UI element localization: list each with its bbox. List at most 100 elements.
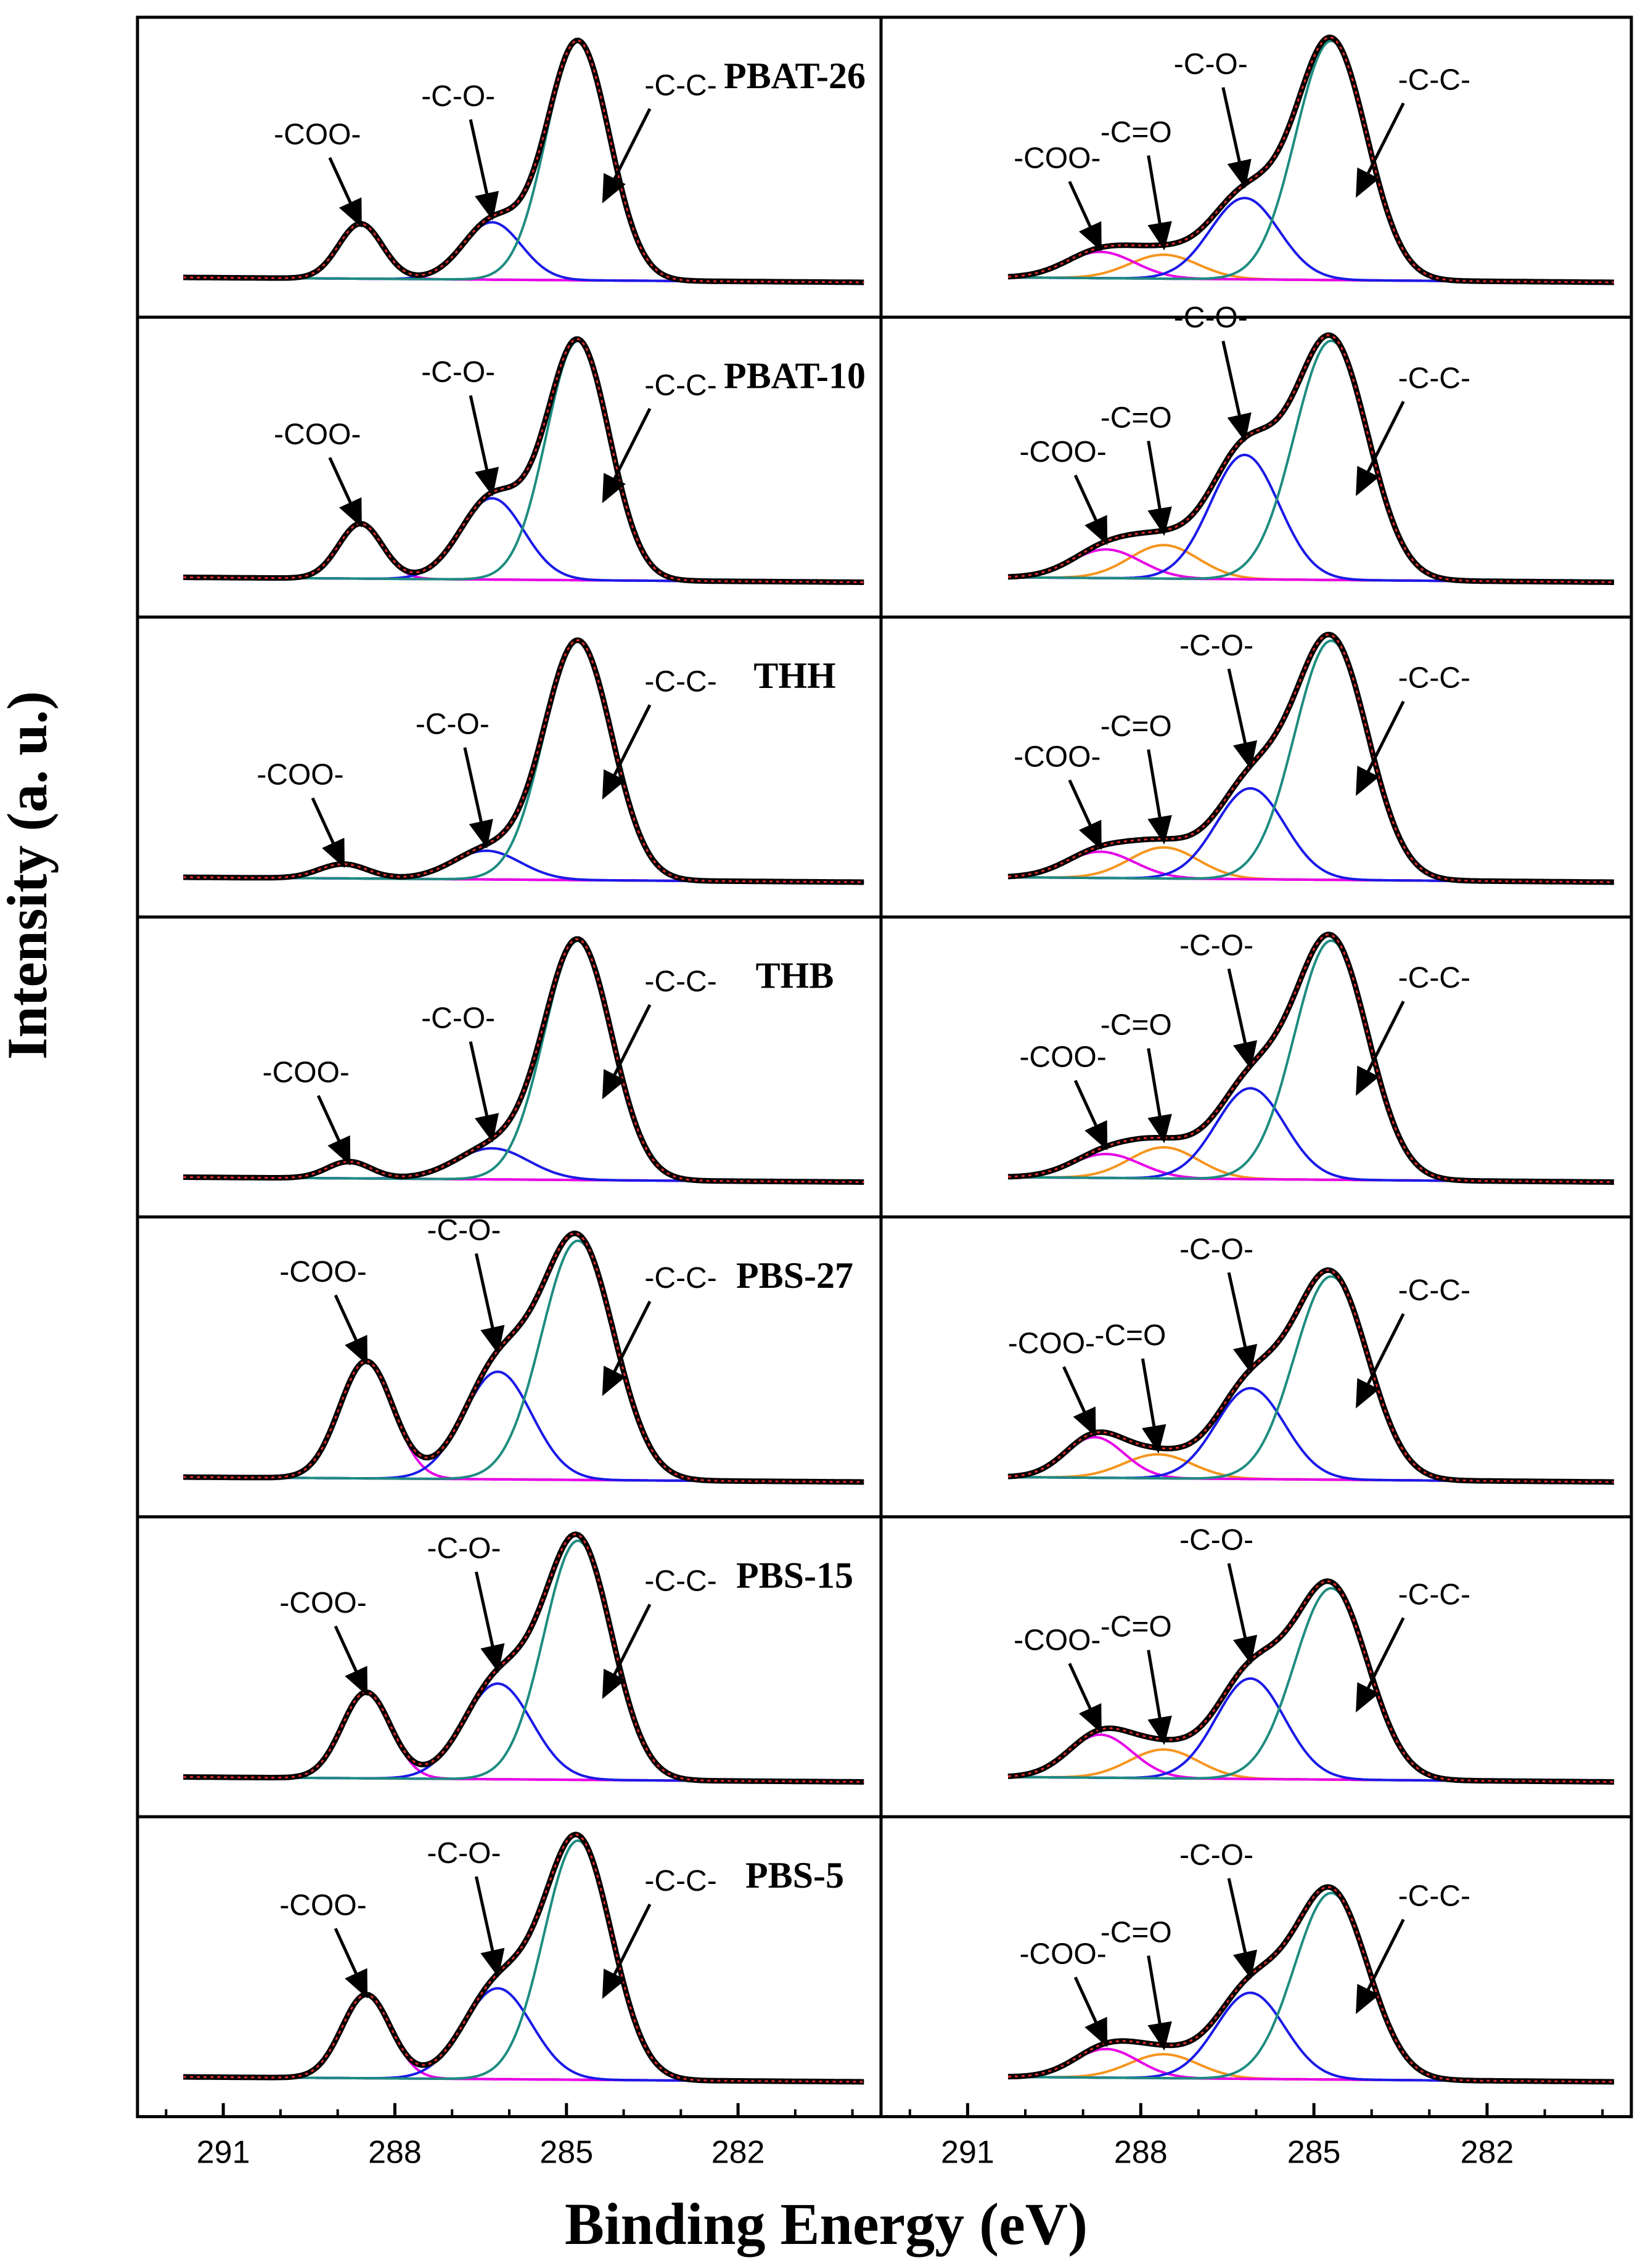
peak-c-c-line: [1008, 1587, 1614, 1783]
spectrum-pbs-27-right: [1007, 1267, 1615, 1485]
peak-c-o-line: [183, 221, 864, 284]
peak-label-c-c: -C-C-: [1398, 1578, 1470, 1611]
peak-label-c-o: -C=O: [1101, 1611, 1172, 1644]
peak-label-coo: -COO-: [1019, 1041, 1106, 1074]
spectrum-thh-left: [183, 637, 864, 885]
peak-c-o-line: [183, 1682, 864, 1783]
peak-label-c-o: -C-O-: [427, 1214, 501, 1247]
peak-label-c-o: -C-O-: [1179, 629, 1253, 662]
envelope-fit-line: [183, 639, 864, 883]
annotation-arrow: [602, 1603, 652, 1699]
annotation-arrow: [1068, 779, 1102, 850]
peak-label-c-c: -C-C-: [1398, 962, 1470, 994]
panel-labels: PBAT-26-COO--C-O- -C-C--COO--C=O-C-O- -C-C…: [256, 48, 1470, 2051]
annotation-arrow: [469, 119, 499, 221]
peak-c-o-line: [1008, 787, 1614, 883]
annotation-arrow: [475, 1253, 505, 1355]
annotation-arrow: [602, 1004, 652, 1100]
spectrum-pbat-10-right: [1007, 332, 1615, 585]
peak-label-c-o: -C-O-: [1174, 48, 1248, 81]
spectrum-pbat-26-left: [183, 38, 864, 285]
peak-label-coo: -COO-: [279, 1587, 366, 1619]
peak-label-c-o: -C=O: [1101, 1009, 1172, 1042]
peak-label-coo: -COO-: [1014, 142, 1101, 175]
peak-label-c-o: -C=O: [1101, 1916, 1172, 1949]
peak-label-coo: -COO-: [1008, 1327, 1095, 1360]
peak-label-c-o: -C-O-: [1179, 1839, 1253, 1872]
x-tick-label: 288: [368, 2135, 422, 2171]
peak-coo-line: [183, 1359, 864, 1483]
peak-label-c-c: -C-C-: [1398, 1274, 1470, 1307]
peak-label-coo: -COO-: [274, 418, 361, 451]
x-tick-label: 282: [711, 2135, 765, 2171]
spectrum-pbat-26-right: [1007, 35, 1615, 285]
peak-label-c-o: -C-O-: [416, 708, 490, 741]
peak-label-coo: -COO-: [1014, 1624, 1101, 1656]
annotation-arrow: [1073, 1079, 1108, 1151]
x-tick-label: 288: [1114, 2135, 1168, 2171]
annotation-arrow: [1147, 155, 1172, 251]
annotation-arrow: [328, 157, 363, 228]
spectrum-thh-right: [1007, 631, 1615, 885]
annotation-arrow: [1147, 1955, 1172, 2051]
annotation-arrow: [602, 108, 652, 203]
spectrum-pbs-15-left: [183, 1531, 864, 1785]
peak-label-c-o: -C=O: [1101, 401, 1172, 434]
experimental-line: [1007, 1884, 1615, 2085]
annotation-arrow: [1068, 1663, 1102, 1734]
annotation-arrow: [475, 1876, 505, 1978]
peak-label-c-c: -C-C-: [644, 1565, 716, 1597]
annotation-arrow: [1356, 1001, 1405, 1096]
envelope-fit-line: [1007, 1580, 1614, 1783]
x-axis-ticks: 291 288 285 282 291 288 285 282: [165, 2103, 1604, 2171]
peak-label-c-o: -C=O: [1101, 116, 1172, 149]
annotation-arrow: [311, 797, 345, 869]
peak-c-o-line: [1008, 1386, 1614, 1483]
peak-label-c-o: -C-O-: [427, 1837, 501, 1870]
spectrum-pbs-27-left: [183, 1230, 864, 1485]
peak-label-c-o: -C-O-: [421, 80, 495, 113]
annotation-arrow: [1227, 968, 1258, 1070]
peak-label-c-o: -C-O-: [421, 1002, 495, 1035]
annotation-arrow: [1227, 1878, 1258, 1979]
annotation-arrow: [1356, 1918, 1405, 2015]
sample-label: THH: [753, 655, 835, 696]
spectrum-pbs-5-left: [183, 1832, 864, 2085]
peak-label-c-c: -C-C-: [644, 665, 716, 698]
peak-label-coo: -COO-: [256, 759, 343, 792]
peak-label-c-c: -C-C-: [644, 1865, 716, 1898]
annotation-arrow: [602, 1903, 652, 1999]
sample-label: PBS-15: [736, 1555, 853, 1596]
envelope-fit-line: [183, 1232, 864, 1483]
sample-label: PBAT-10: [724, 356, 866, 396]
annotation-arrow: [334, 1294, 368, 1365]
peak-label-c-o: -C-O-: [421, 356, 495, 389]
annotation-arrow: [1356, 401, 1405, 496]
envelope-fit-line: [1007, 933, 1614, 1183]
peak-label-c-o: -C-O-: [1179, 929, 1253, 962]
peak-c-o-line: [183, 1370, 864, 1483]
annotation-arrow: [1356, 1312, 1405, 1409]
experimental-line: [183, 1832, 864, 2085]
annotation-arrow: [1073, 474, 1108, 546]
sample-label: PBS-5: [745, 1855, 844, 1896]
experimental-line: [183, 38, 864, 285]
annotation-arrow: [1356, 102, 1405, 198]
annotation-arrow: [1147, 1650, 1172, 1745]
figure-frame: [136, 15, 1633, 2118]
annotation-arrow: [1068, 181, 1102, 252]
envelope-fit-line: [183, 338, 864, 583]
annotation-arrow: [328, 457, 363, 528]
peak-coo-line: [183, 1993, 864, 2083]
annotation-arrow: [1221, 87, 1252, 189]
spectrum-pbs-15-right: [1007, 1578, 1615, 1785]
x-tick-label: 291: [197, 2135, 250, 2171]
annotation-arrow: [1356, 700, 1405, 796]
x-tick-label: 291: [941, 2135, 994, 2171]
annotation-arrow: [1147, 749, 1172, 845]
envelope-fit-line: [1007, 36, 1614, 284]
spectra-curves: [183, 35, 1615, 2085]
peak-label-coo: -COO-: [274, 118, 361, 151]
peak-c-o-line: [1008, 454, 1614, 584]
